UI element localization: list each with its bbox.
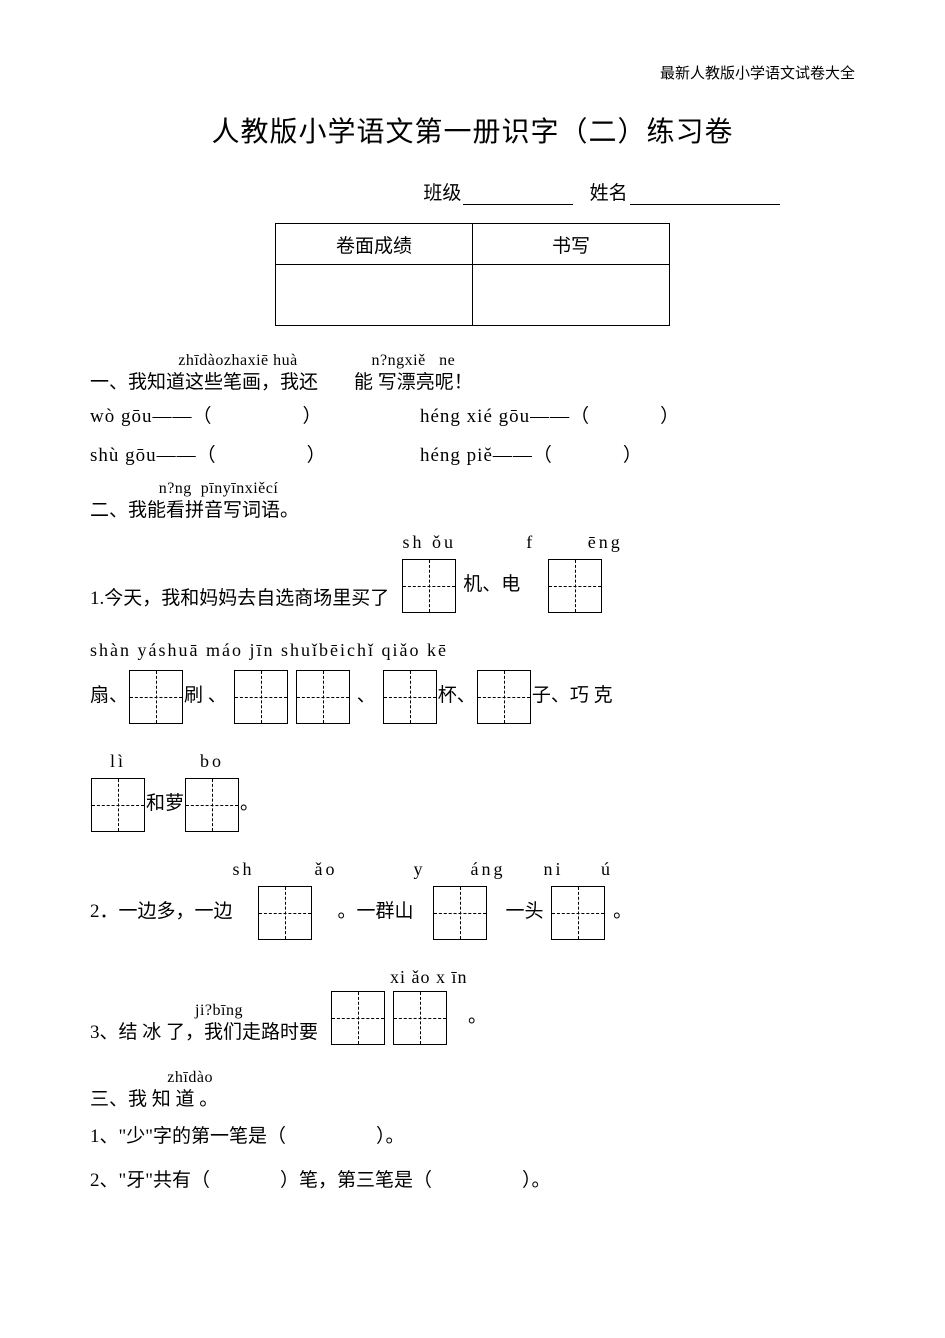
- paren-close: ）。: [376, 1126, 405, 1147]
- cn-ji-dian: 机、电: [463, 571, 520, 600]
- class-label: 班级: [423, 183, 461, 204]
- s3-pin: zhīdào: [95, 1069, 213, 1087]
- pin-xiaoxin: xi ǎo x īn: [390, 964, 468, 991]
- q2-end: 。: [613, 898, 632, 927]
- write-box[interactable]: [129, 670, 183, 724]
- s2-heading: n?ng pīnyīnxiěcí 二、我能看拼音写词语。: [90, 480, 855, 523]
- s3-q2a: 2、"牙"共有（: [90, 1170, 210, 1191]
- pin-jiebing: ji?bīng: [165, 1002, 243, 1020]
- paren-close: ）: [302, 406, 321, 427]
- pin-yang: y áng: [414, 856, 506, 883]
- cn-bei: 杯、: [438, 682, 476, 711]
- s2-q3-pinrow: xi ǎo x īn: [90, 964, 855, 991]
- page-title: 人教版小学语文第一册识字（二）练习卷: [90, 110, 855, 150]
- section-2: n?ng pīnyīnxiěcí 二、我能看拼音写词语。 1.今天，我和妈妈去自…: [90, 480, 855, 1045]
- name-label: 姓名: [590, 183, 628, 204]
- s1-row1: wò gōu——（ ） héng xié gōu——（ ）: [90, 403, 855, 432]
- s3-q1: 1、"少"字的第一笔是（ ）。: [90, 1123, 855, 1152]
- score-table: 卷面成绩 书写: [275, 223, 670, 326]
- s1-pin1: zhīdàozhaxiē huà: [110, 352, 298, 370]
- s2-q1-line2: 扇、 刷 、 、 杯、 子、巧 克: [90, 670, 855, 724]
- pin-shou: sh ǒu: [403, 529, 457, 556]
- cn-shan: 扇、: [90, 682, 128, 711]
- s3-q2b: ）笔，第三笔是（: [280, 1170, 432, 1191]
- class-name-row: 班级 姓名: [90, 178, 855, 205]
- write-box[interactable]: [331, 991, 385, 1045]
- s3-q1-text: 1、"少"字的第一笔是（: [90, 1126, 286, 1147]
- write-box[interactable]: [234, 670, 288, 724]
- s2-q1-line2-pin: shàn yáshuā máo jīn shuǐbēichǐ qiǎo kē: [90, 637, 855, 664]
- pin-bo: bo: [200, 748, 224, 775]
- pin-niu: ni ú: [544, 856, 614, 883]
- write-box[interactable]: [91, 778, 145, 832]
- write-box[interactable]: [185, 778, 239, 832]
- write-box[interactable]: [383, 670, 437, 724]
- s2-q1-line3: lì 和萝 bo 。: [90, 748, 855, 832]
- header-source: 最新人教版小学语文试卷大全: [660, 62, 855, 83]
- write-box[interactable]: [548, 559, 602, 613]
- s3-q2: 2、"牙"共有（ ）笔，第三笔是（ ）。: [90, 1167, 855, 1196]
- s1-wogou: wò gōu——（: [90, 403, 212, 432]
- s1-shugou: shù gōu——（: [90, 442, 217, 471]
- write-box[interactable]: [258, 886, 312, 940]
- s1-text2: 能 写漂亮呢！: [354, 370, 473, 396]
- s1-pin2: n?ngxiě ne: [372, 352, 456, 370]
- section-1: zhīdàozhaxiē huà 一、我知道这些笔画，我还 n?ngxiě ne…: [90, 352, 855, 470]
- write-box[interactable]: [551, 886, 605, 940]
- q2-mid1: 。一群山: [338, 898, 414, 927]
- s3-questions: 1、"少"字的第一笔是（ ）。 2、"牙"共有（ ）笔，第三笔是（ ）。: [90, 1123, 855, 1196]
- s3-text: 三、我 知 道 。: [90, 1087, 218, 1113]
- score-header-left: 卷面成绩: [276, 224, 473, 265]
- q1-lead: 1.今天，我和妈妈去自选商场里买了: [90, 585, 389, 614]
- s2-q3: ji?bīng 3、结 冰 了，我们走路时要 。: [90, 991, 855, 1045]
- s1-heading: zhīdàozhaxiē huà 一、我知道这些笔画，我还 n?ngxiě ne…: [90, 352, 855, 395]
- name-blank[interactable]: [630, 204, 780, 205]
- s2-text: 二、我能看拼音写词语。: [90, 498, 299, 524]
- cn-dun: 、: [357, 682, 376, 711]
- s1-hengxiegou: héng xié gōu——（: [420, 403, 590, 432]
- write-box[interactable]: [393, 991, 447, 1045]
- score-cell-left[interactable]: [276, 265, 473, 326]
- s2-q2: 2．一边多，一边 sh ǎo 。一群山 y áng 一头 ni ú 。: [90, 856, 855, 940]
- paren-close: ）: [623, 445, 642, 466]
- s2-q1-line1: 1.今天，我和妈妈去自选商场里买了 sh ǒu 机、电 f ēng: [90, 529, 855, 613]
- q2-mid2: 一头: [506, 898, 544, 927]
- s2-pin: n?ng pīnyīnxiěcí: [111, 480, 279, 498]
- pin-shao: sh ǎo: [233, 856, 338, 883]
- write-box[interactable]: [402, 559, 456, 613]
- q3-lead: 3、结 冰 了，我们走路时要: [90, 1020, 318, 1046]
- pin-feng: f ēng: [526, 529, 622, 556]
- s1-hengpie: héng piě——（: [420, 442, 553, 471]
- s3-heading: zhīdào 三、我 知 道 。: [90, 1069, 855, 1112]
- write-box[interactable]: [477, 670, 531, 724]
- cn-shua: 刷 、: [184, 682, 227, 711]
- cn-zi-qiaoke: 子、巧 克: [532, 682, 613, 711]
- section-3: zhīdào 三、我 知 道 。 1、"少"字的第一笔是（ ）。 2、"牙"共有（…: [90, 1069, 855, 1195]
- score-cell-right[interactable]: [473, 265, 670, 326]
- class-blank[interactable]: [463, 204, 573, 205]
- write-box[interactable]: [296, 670, 350, 724]
- q3-end: 。: [468, 1003, 487, 1032]
- s3-q2c: ）。: [522, 1170, 551, 1191]
- score-header-right: 书写: [473, 224, 670, 265]
- s1-row2: shù gōu——（ ） héng piě——（ ）: [90, 442, 855, 471]
- paren-close: ）: [307, 445, 326, 466]
- cn-period: 。: [240, 790, 259, 819]
- cn-heluo: 和萝: [146, 790, 184, 819]
- paren-close: ）: [660, 406, 679, 427]
- q2-lead: 2．一边多，一边: [90, 898, 233, 927]
- pin-li: lì: [110, 748, 126, 775]
- s1-text1: 一、我知道这些笔画，我还: [90, 370, 318, 396]
- write-box[interactable]: [433, 886, 487, 940]
